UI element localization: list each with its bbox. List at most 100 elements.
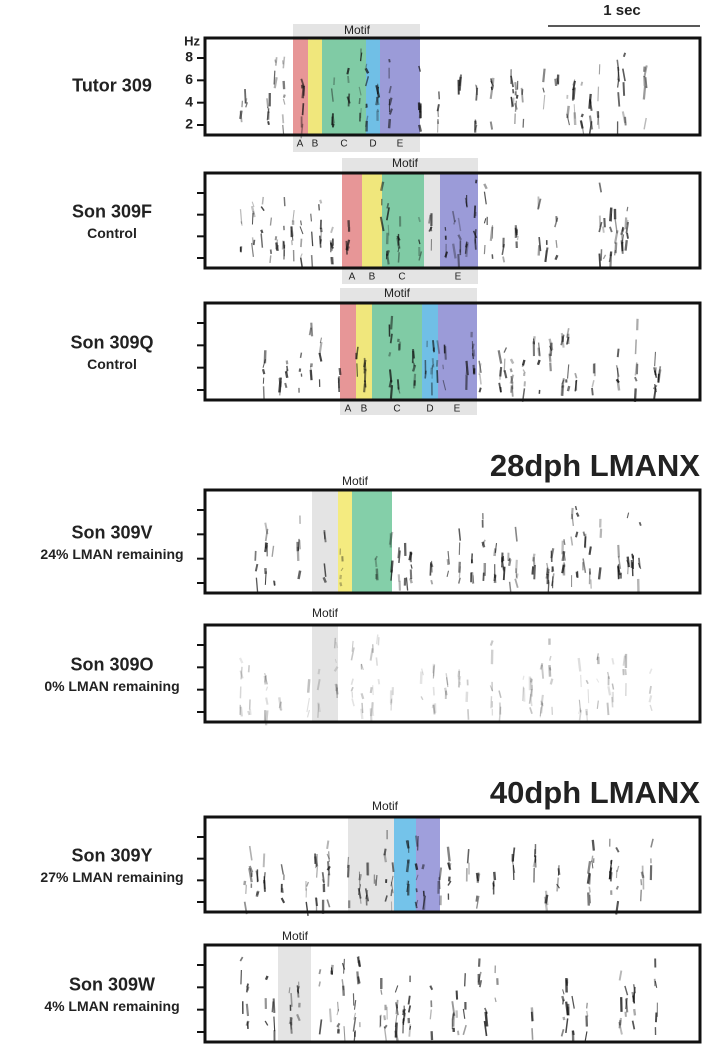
spectrogram-streak [465,360,469,376]
spectrogram-streak [280,864,284,875]
spectrogram-streak [578,699,582,713]
spectrogram-streak [245,102,248,108]
spectrogram-streak [251,212,254,225]
spectrogram-streak [530,678,533,683]
syllable-label: D [369,139,376,150]
spectrogram-streak [438,877,441,890]
spectrogram-streak [577,708,581,715]
spectrogram-streak [430,579,434,585]
spectrogram-streak [347,93,351,107]
syllable-label: E [454,404,461,415]
spectrogram-streak [264,975,269,981]
spectrogram-streak [510,96,513,108]
spectrogram-streak [649,704,653,712]
spectrogram-streak [407,995,411,1005]
spectrogram-streak [465,242,469,258]
spectrogram-streak [550,548,555,559]
spectrogram-streak [575,571,579,578]
spectrogram-streak [616,71,620,81]
spectrogram-streak [474,239,477,250]
spectrogram-streak [591,855,594,862]
spectrogram-streak [353,999,357,1010]
spectrogram-streak [618,1017,622,1029]
spectrogram-streak [430,563,434,568]
spectrogram-streak [432,686,435,696]
syllable-label: B [312,139,319,150]
spectrogram-streak [360,692,365,700]
spectrogram-streak [466,849,470,864]
spectrogram-frame [203,36,702,137]
spectrogram-streak [522,369,526,374]
spectrogram-streak [478,360,482,373]
spectrogram-streak [475,85,478,96]
spectrogram-streak [244,89,247,104]
spectrogram-streak [432,665,435,679]
spectrogram-streak [537,245,541,256]
spectrogram-streak [358,86,362,96]
syllable-highlight [394,817,416,912]
spectrogram-streak [390,315,394,330]
syllable-highlight [322,38,366,135]
spectrogram-streak [269,255,272,263]
spectrogram-streak [301,103,305,116]
spectrogram-frame [203,623,702,724]
spectrogram-streak [274,59,277,63]
syllable-label: A [297,139,304,150]
spectrogram-streak [489,640,494,646]
panel-name: Son 309W [69,974,155,994]
spectrogram-streak [451,1012,455,1020]
spectrogram-streak [608,254,612,263]
spectrogram-streak [446,846,451,862]
spectrogram [239,48,648,139]
spectrogram-streak [637,562,642,570]
spectrogram-streak [444,251,449,258]
motif-label: Motif [372,799,399,813]
spectrogram-streak [640,879,643,886]
spectrogram-streak [484,1007,488,1015]
spectrogram-streak [396,379,400,390]
spectrogram-streak [418,65,422,72]
spectrogram-streak [615,885,619,890]
spectrogram-streak [264,675,268,683]
spectrogram-streak [248,868,253,883]
spectrogram-streak [481,539,486,547]
spectrogram-streak [274,236,278,241]
spectrogram-streak [580,121,585,135]
panel-name: Son 309Q [70,332,153,352]
spectrogram-streak [457,676,460,688]
spectrogram-streak [335,687,339,692]
spectrogram-streak [360,663,364,671]
spectrogram-streak [300,253,303,258]
spectrogram-streak [582,531,586,537]
spectrogram [239,955,658,1044]
panel-name: Son 309V [71,522,152,542]
spectrogram-streak [585,679,589,685]
spectrogram-streak [444,687,448,696]
spectrogram-streak [282,56,286,69]
spectrogram-streak [598,221,603,233]
spectrogram-streak [540,700,544,707]
spectrogram-streak [362,359,367,368]
syllable-highlight [342,173,362,268]
spectrogram-streak [542,87,545,93]
spectrogram-streak [289,1016,293,1030]
spectrogram-frame [203,815,702,914]
spectrogram-streak [574,505,578,511]
spectrogram-streak [251,201,255,208]
spectrogram-streak [281,114,285,124]
panel-subtitle: Control [87,225,137,241]
spectrogram-streak [319,199,323,204]
spectrogram-streak [409,577,413,584]
section-title: 28dph LMANX [490,448,700,483]
spectrogram-streak [632,984,636,994]
spectrogram-streak [597,567,602,580]
syllable-highlight [422,303,438,400]
spectrogram-streak [389,333,393,344]
spectrogram-streak [544,890,549,906]
spectrogram-streak [633,1008,637,1016]
spectrogram-streak [532,557,536,566]
spectrogram-streak [648,685,652,694]
spectrogram-streak [471,571,475,584]
spectrogram-streak [539,701,543,717]
spectrogram-streak [547,571,550,584]
